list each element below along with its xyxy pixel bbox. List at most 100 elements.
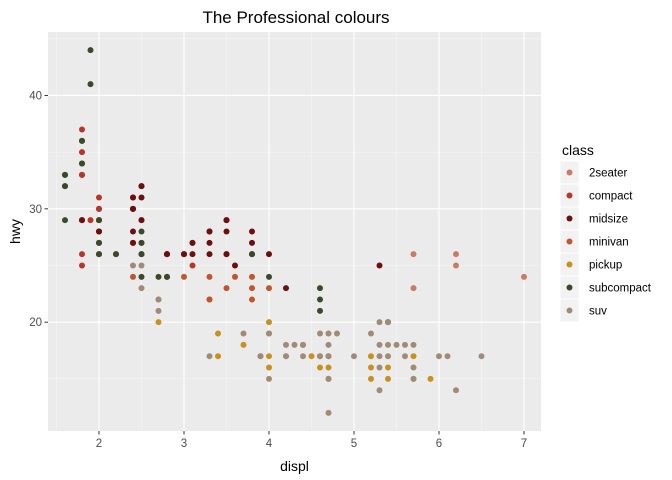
point-pickup bbox=[325, 364, 332, 371]
point-pickup bbox=[385, 375, 391, 382]
point-midsize bbox=[138, 217, 145, 224]
legend-title: class bbox=[562, 142, 594, 158]
legend: class 2seater compact midsize minivan pickup… bbox=[559, 142, 652, 323]
point-suv bbox=[300, 353, 306, 360]
point-suv bbox=[317, 353, 323, 360]
legend-label-midsize: midsize bbox=[589, 214, 628, 226]
point-suv bbox=[155, 296, 162, 303]
point-pickup bbox=[155, 319, 162, 326]
point-midsize bbox=[189, 239, 196, 246]
point-suv bbox=[376, 364, 383, 371]
point-2seater bbox=[521, 273, 527, 280]
point-compact bbox=[189, 262, 196, 269]
point-compact bbox=[79, 262, 85, 269]
point-suv bbox=[385, 341, 391, 348]
point-midsize bbox=[376, 262, 383, 269]
point-suv bbox=[266, 330, 272, 337]
point-subcompact bbox=[87, 47, 94, 54]
point-suv bbox=[130, 262, 136, 269]
point-minivan bbox=[249, 285, 255, 292]
legend-key-point bbox=[566, 238, 573, 245]
point-pickup bbox=[240, 341, 247, 348]
point-midsize bbox=[223, 251, 230, 258]
point-subcompact bbox=[317, 285, 323, 292]
minor-gridlines bbox=[48, 32, 541, 431]
point-subcompact bbox=[138, 251, 145, 258]
point-suv bbox=[402, 353, 408, 360]
point-minivan bbox=[249, 296, 255, 303]
plot-panel bbox=[48, 32, 541, 431]
legend-label-suv: suv bbox=[589, 306, 607, 318]
point-pickup bbox=[317, 364, 323, 371]
point-suv bbox=[478, 353, 485, 360]
x-tick-label: 7 bbox=[521, 438, 527, 450]
point-suv bbox=[376, 353, 383, 360]
point-midsize bbox=[181, 251, 187, 258]
point-pickup bbox=[215, 330, 221, 337]
legend-key-point bbox=[566, 284, 573, 291]
point-suv bbox=[402, 341, 408, 348]
point-suv bbox=[325, 341, 332, 348]
point-subcompact bbox=[96, 251, 102, 258]
point-suv bbox=[376, 387, 383, 394]
point-2seater bbox=[453, 251, 459, 258]
axis-tick-labels: 2 3 4 5 6 7 20 30 40 bbox=[29, 90, 527, 450]
major-gridlines bbox=[48, 32, 541, 431]
point-suv bbox=[138, 285, 145, 292]
point-midsize bbox=[223, 228, 230, 235]
point-suv bbox=[376, 341, 383, 348]
point-pickup bbox=[266, 364, 272, 371]
point-suv bbox=[155, 307, 162, 314]
point-midsize bbox=[206, 251, 213, 258]
point-minivan bbox=[206, 273, 213, 280]
point-suv bbox=[385, 353, 391, 360]
x-tick-label: 5 bbox=[351, 438, 357, 450]
legend-items: 2seater compact midsize minivan pickup subcom… bbox=[559, 160, 652, 323]
point-subcompact bbox=[87, 81, 94, 88]
legend-label-subcompact: subcompact bbox=[589, 283, 652, 295]
point-midsize bbox=[96, 228, 102, 235]
axis-ticks bbox=[44, 94, 525, 435]
point-suv bbox=[376, 319, 383, 326]
point-subcompact bbox=[317, 307, 323, 314]
point-midsize bbox=[266, 251, 272, 258]
legend-key-point bbox=[566, 192, 573, 199]
point-subcompact bbox=[62, 183, 68, 190]
point-pickup bbox=[308, 353, 315, 360]
point-midsize bbox=[206, 239, 213, 246]
point-subcompact bbox=[138, 273, 145, 280]
point-suv bbox=[334, 330, 340, 337]
point-pickup bbox=[368, 375, 374, 382]
point-minivan bbox=[223, 285, 230, 292]
x-tick-label: 6 bbox=[436, 438, 442, 450]
point-minivan bbox=[266, 285, 272, 292]
point-subcompact bbox=[79, 137, 85, 144]
point-minivan bbox=[181, 273, 187, 280]
point-suv bbox=[325, 409, 332, 416]
legend-label-compact: compact bbox=[589, 191, 633, 203]
point-minivan bbox=[130, 273, 136, 280]
y-tick-label: 20 bbox=[29, 317, 42, 329]
chart-title: The Professional colours bbox=[202, 8, 389, 27]
point-suv bbox=[351, 353, 357, 360]
point-suv bbox=[368, 330, 374, 337]
point-subcompact bbox=[164, 273, 170, 280]
point-subcompact bbox=[266, 273, 272, 280]
legend-label-2seater: 2seater bbox=[589, 168, 628, 180]
point-suv bbox=[325, 375, 332, 382]
point-compact bbox=[79, 251, 85, 258]
point-minivan bbox=[249, 273, 255, 280]
point-compact bbox=[87, 217, 94, 224]
point-subcompact bbox=[138, 239, 145, 246]
point-pickup bbox=[427, 375, 434, 382]
point-subcompact bbox=[96, 217, 102, 224]
point-suv bbox=[266, 375, 272, 382]
x-tick-label: 2 bbox=[96, 438, 102, 450]
point-suv bbox=[410, 341, 417, 348]
point-pickup bbox=[266, 353, 272, 360]
point-2seater bbox=[410, 285, 417, 292]
point-compact bbox=[96, 194, 102, 201]
point-compact bbox=[96, 205, 102, 212]
point-suv bbox=[283, 341, 289, 348]
x-tick-label: 3 bbox=[181, 438, 187, 450]
